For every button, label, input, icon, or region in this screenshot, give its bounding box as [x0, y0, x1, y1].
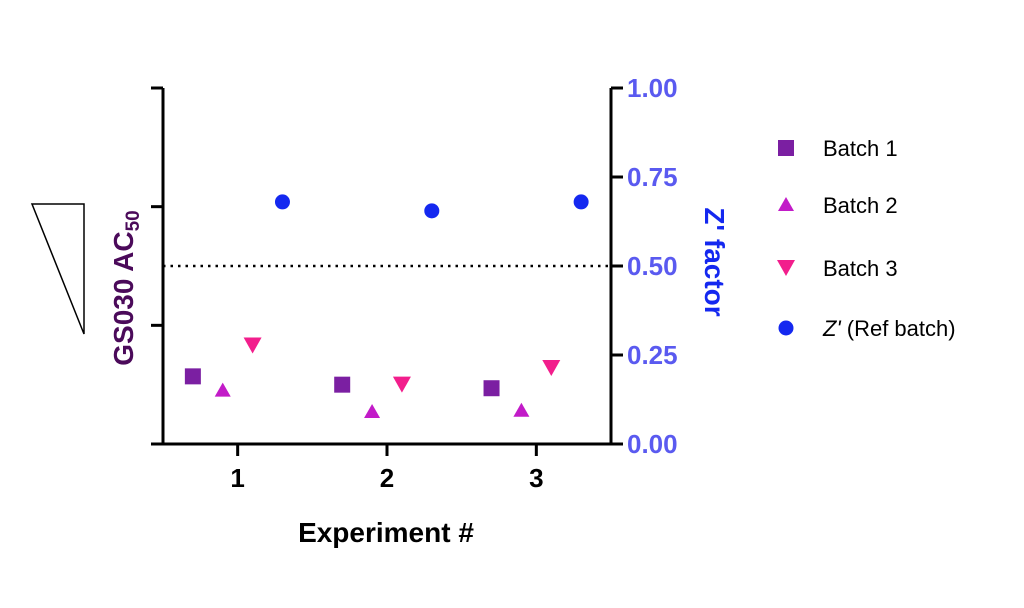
data-point [243, 337, 262, 354]
data-point [513, 402, 530, 417]
legend-label: Batch 1 [823, 136, 898, 161]
series-2 [214, 382, 530, 418]
y-left-axis-title-subscript: 50 [123, 210, 144, 231]
data-point [214, 382, 231, 397]
labels-layer: Experiment # Z' factor GS030 AC50 [30, 203, 730, 548]
legend-label-italic: Z' [822, 316, 841, 341]
series-4 [274, 194, 589, 219]
legend-item: Batch 2 [778, 193, 898, 218]
data-point [334, 376, 351, 393]
y-right-tick-label: 0.25 [627, 340, 678, 370]
data-point [483, 380, 500, 397]
legend: Batch 1 Batch 2 Batch 3 Z' (Ref batch) [777, 136, 956, 341]
y-left-axis-title: GS030 AC50 [108, 210, 144, 366]
legend-item: Z' (Ref batch) [778, 316, 956, 341]
y-right-axis-title: Z' factor [699, 207, 730, 316]
legend-marker [778, 140, 794, 156]
y-right-tick-label: 0.00 [627, 429, 678, 459]
x-axis-title: Experiment # [298, 517, 474, 548]
legend-marker [777, 260, 795, 276]
x-tick-label: 2 [380, 463, 394, 493]
data-point [364, 403, 381, 418]
x-tick-label: 1 [230, 463, 244, 493]
axes-layer: 0.00 0.25 0.50 0.75 1.00 1 2 3 [151, 73, 678, 493]
legend-item: Batch 1 [778, 136, 898, 161]
data-point [424, 203, 440, 219]
data-point [274, 194, 290, 210]
y-right-tick-label: 0.50 [627, 251, 678, 281]
increasing-concentration-wedge [30, 203, 85, 335]
data-point [392, 376, 411, 393]
legend-marker [778, 197, 794, 211]
legend-label: Batch 3 [823, 256, 898, 281]
series-3 [243, 337, 561, 393]
legend-marker [778, 320, 794, 336]
data-point [542, 360, 561, 377]
y-left-axis-title-main: GS030 AC [108, 231, 139, 365]
data-point [573, 194, 589, 210]
legend-label-rest: (Ref batch) [841, 316, 956, 341]
legend-label: Batch 2 [823, 193, 898, 218]
data-point [184, 368, 201, 385]
legend-label: Z' (Ref batch) [822, 316, 956, 341]
series-1 [184, 368, 500, 397]
marks-layer [184, 194, 589, 418]
legend-item: Batch 3 [777, 256, 898, 281]
x-tick-label: 3 [529, 463, 543, 493]
y-right-tick-label: 1.00 [627, 73, 678, 103]
y-right-tick-label: 0.75 [627, 162, 678, 192]
